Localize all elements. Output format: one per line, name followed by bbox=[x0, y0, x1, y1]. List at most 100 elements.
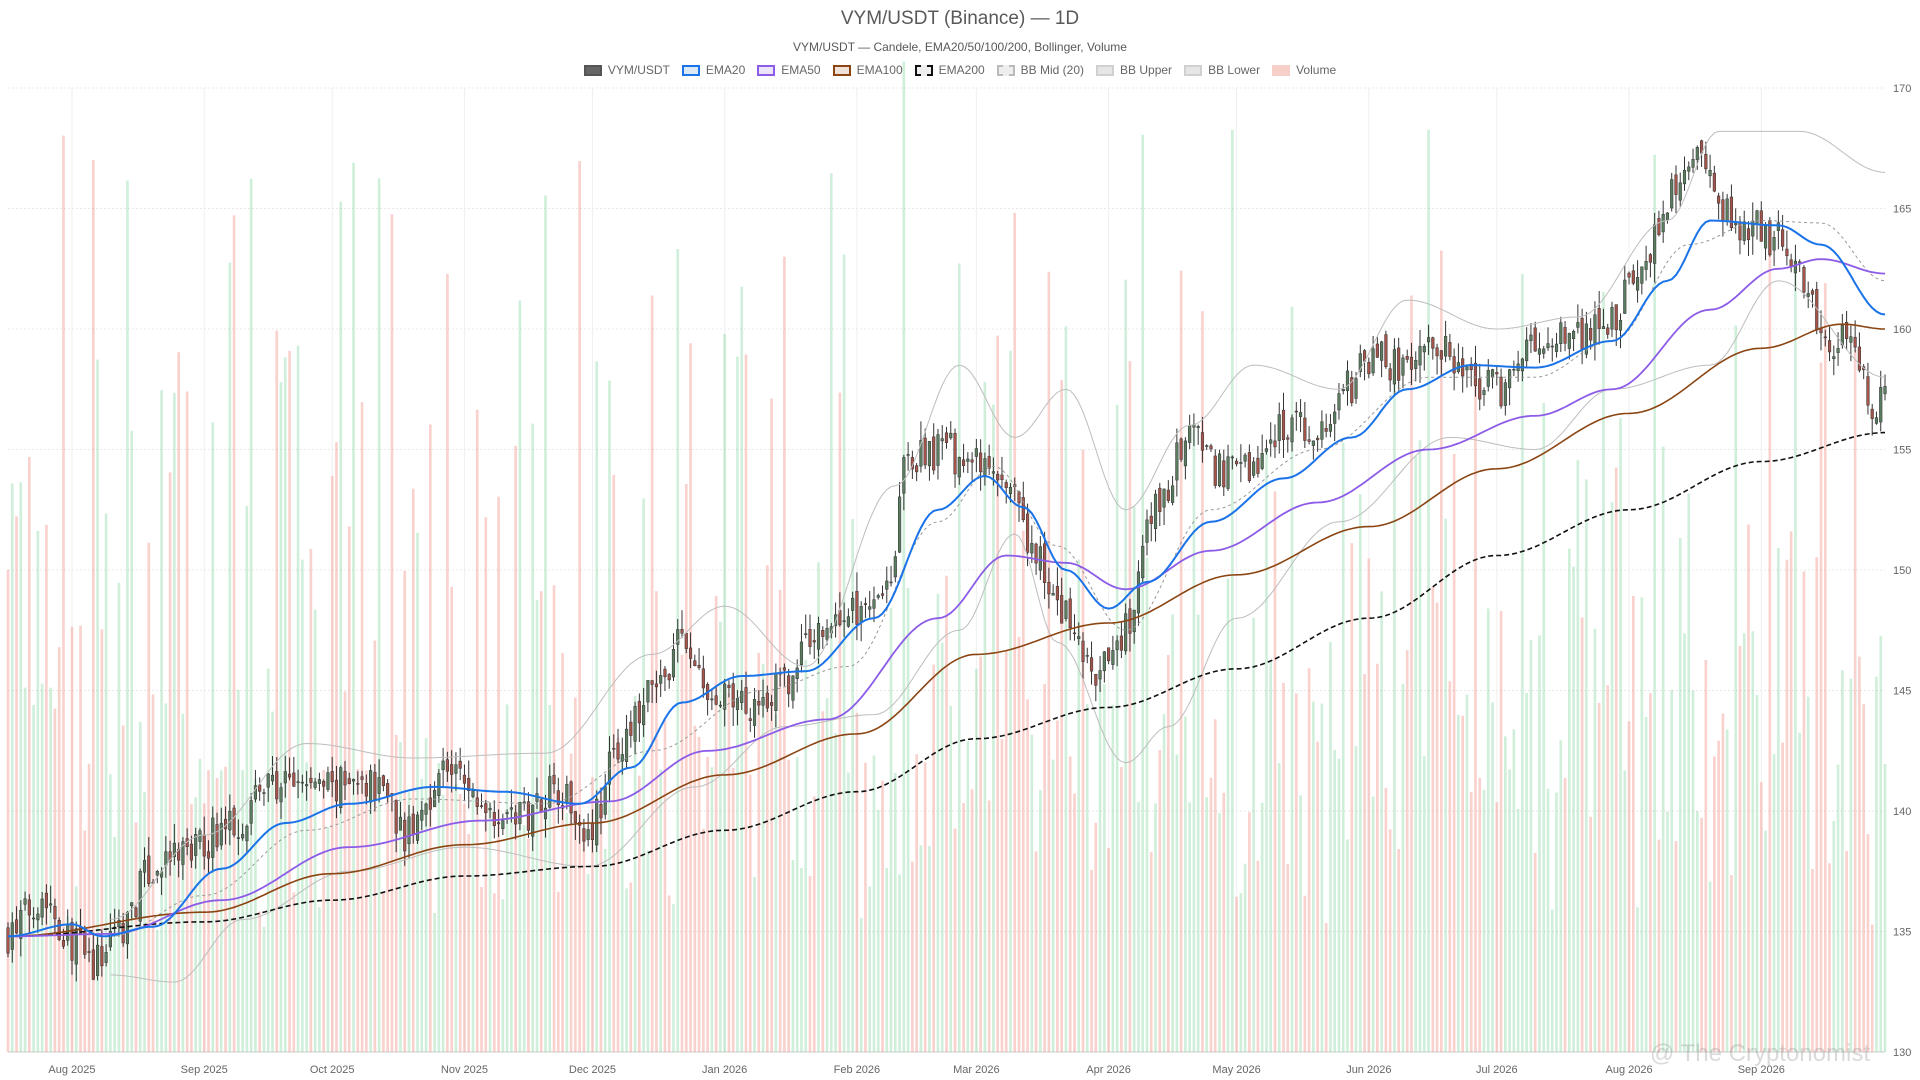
volume-bar bbox=[126, 180, 129, 1053]
legend-item[interactable]: BB Upper bbox=[1096, 63, 1172, 77]
volume-bar bbox=[1533, 852, 1537, 1052]
volume-bar bbox=[1013, 212, 1017, 1052]
candle-body bbox=[1802, 267, 1806, 293]
volume-bar bbox=[1730, 875, 1733, 1052]
candle-body bbox=[1798, 261, 1802, 264]
candle-body bbox=[795, 667, 799, 679]
volume-bar bbox=[1725, 729, 1729, 1052]
volume-bar bbox=[1431, 586, 1435, 1052]
candle-body bbox=[1132, 609, 1136, 633]
y-tick-label: 135 bbox=[1893, 927, 1911, 939]
candle-body bbox=[1179, 438, 1183, 460]
volume-bar bbox=[1009, 350, 1012, 1052]
candle-body bbox=[1243, 454, 1247, 462]
candle-body bbox=[206, 851, 211, 859]
volume-bar bbox=[1324, 923, 1328, 1052]
volume-bar bbox=[258, 911, 262, 1052]
volume-bar bbox=[1683, 633, 1686, 1052]
volume-bar bbox=[113, 836, 116, 1052]
candle-body bbox=[249, 800, 253, 824]
legend-item[interactable]: EMA50 bbox=[757, 63, 821, 77]
candle-body bbox=[1333, 411, 1337, 424]
legend-item[interactable]: Volume bbox=[1272, 63, 1336, 77]
candle-body bbox=[1618, 320, 1623, 331]
volume-bar bbox=[608, 380, 611, 1052]
candle-body bbox=[194, 834, 198, 856]
candle-body bbox=[373, 772, 377, 800]
candle-body bbox=[403, 819, 407, 852]
volume-bar bbox=[1448, 681, 1452, 1052]
candle-body bbox=[680, 629, 684, 634]
candle-body bbox=[1623, 279, 1627, 314]
candle-body bbox=[44, 892, 48, 909]
candle-body bbox=[1273, 440, 1277, 448]
volume-bar bbox=[1674, 841, 1678, 1052]
volume-bar bbox=[1260, 802, 1264, 1052]
legend-item[interactable]: BB Mid (20) bbox=[996, 63, 1084, 77]
candle-body bbox=[497, 822, 501, 825]
volume-bar bbox=[578, 161, 581, 1053]
candle-body bbox=[782, 667, 786, 671]
candle-body bbox=[1631, 270, 1635, 284]
volume-bar bbox=[130, 430, 134, 1052]
candle-body bbox=[744, 687, 748, 714]
candle-body bbox=[1239, 462, 1243, 464]
volume-bar bbox=[1367, 558, 1371, 1052]
candle-body bbox=[893, 556, 897, 578]
volume-bar bbox=[53, 708, 57, 1052]
legend-item[interactable]: EMA100 bbox=[832, 63, 903, 77]
volume-bar bbox=[996, 335, 1000, 1052]
candle-body bbox=[1836, 348, 1840, 353]
volume-bar bbox=[501, 899, 505, 1052]
volume-bar bbox=[1081, 449, 1085, 1053]
volume-bar bbox=[1376, 663, 1379, 1052]
candle-body bbox=[1418, 346, 1422, 366]
candle-body bbox=[245, 825, 249, 842]
volume-bar bbox=[433, 912, 436, 1052]
volume-bar bbox=[518, 300, 522, 1052]
candle-body bbox=[189, 843, 194, 861]
volume-bar bbox=[390, 214, 394, 1053]
candle-body bbox=[697, 664, 701, 668]
candles-layer bbox=[6, 139, 1887, 982]
volume-bar bbox=[134, 822, 138, 1052]
volume-bar bbox=[1265, 449, 1268, 1052]
candle-body bbox=[253, 785, 257, 800]
volume-bar bbox=[1158, 750, 1162, 1052]
x-tick-label: Aug 2025 bbox=[48, 1064, 95, 1076]
candle-body bbox=[236, 837, 240, 839]
x-tick-label: Sep 2025 bbox=[181, 1064, 228, 1076]
volume-bar bbox=[49, 687, 52, 1052]
legend-item[interactable]: VYM/USDT bbox=[583, 63, 670, 77]
volume-bar bbox=[1167, 654, 1170, 1052]
candle-body bbox=[394, 799, 398, 834]
candle-body bbox=[1341, 388, 1345, 392]
volume-bar bbox=[1521, 273, 1524, 1052]
candle-body bbox=[944, 432, 949, 443]
volume-bar bbox=[893, 772, 897, 1052]
candle-body bbox=[1657, 218, 1661, 235]
volume-bar bbox=[411, 488, 415, 1053]
volume-bar bbox=[40, 683, 44, 1052]
candle-body bbox=[1051, 592, 1055, 596]
volume-bar bbox=[1405, 650, 1409, 1052]
legend-item[interactable]: EMA20 bbox=[681, 63, 745, 77]
volume-bar bbox=[911, 861, 914, 1052]
candle-body bbox=[1478, 378, 1482, 400]
y-tick-label: 160 bbox=[1893, 324, 1911, 336]
legend-item[interactable]: EMA200 bbox=[914, 63, 985, 77]
volume-bar bbox=[1747, 524, 1750, 1052]
legend-item[interactable]: BB Lower bbox=[1184, 63, 1260, 77]
volume-bar bbox=[318, 907, 321, 1052]
candle-body bbox=[1337, 393, 1341, 411]
volume-bar bbox=[275, 330, 279, 1053]
volume-bar bbox=[1090, 869, 1093, 1052]
volume-bar bbox=[463, 803, 466, 1052]
candle-body bbox=[1025, 513, 1030, 553]
candle-body bbox=[1879, 387, 1883, 423]
candle-body bbox=[1482, 390, 1486, 395]
volume-bar bbox=[1239, 893, 1243, 1052]
volume-bar bbox=[1691, 690, 1695, 1052]
volume-bar bbox=[1222, 792, 1226, 1052]
volume-bar bbox=[1333, 749, 1337, 1052]
